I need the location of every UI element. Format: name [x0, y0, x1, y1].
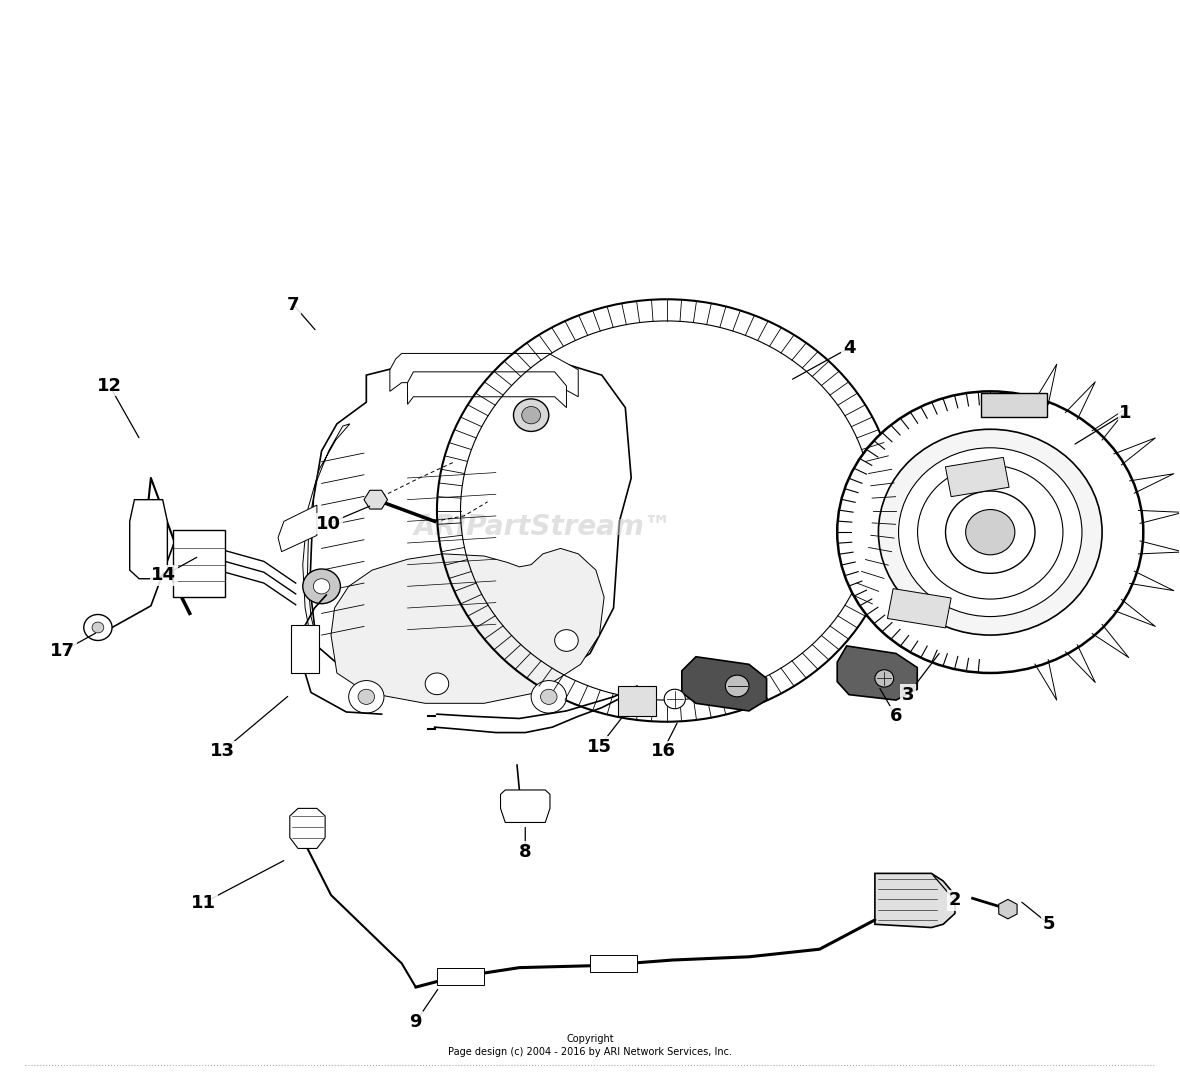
Text: 4: 4 — [843, 339, 856, 357]
Bar — [291, 626, 320, 673]
Text: ARIPartStream™: ARIPartStream™ — [414, 513, 673, 541]
Text: 13: 13 — [210, 742, 235, 760]
Text: 14: 14 — [151, 567, 176, 584]
Polygon shape — [303, 424, 349, 652]
Circle shape — [531, 681, 566, 714]
Circle shape — [965, 509, 1015, 555]
Circle shape — [664, 690, 686, 709]
Polygon shape — [998, 899, 1017, 919]
Circle shape — [838, 391, 1143, 673]
Polygon shape — [332, 548, 604, 704]
Polygon shape — [838, 646, 917, 700]
Polygon shape — [389, 353, 578, 396]
Polygon shape — [682, 657, 767, 711]
Bar — [887, 589, 951, 628]
Text: 6: 6 — [890, 707, 903, 725]
Circle shape — [898, 447, 1082, 617]
Circle shape — [726, 675, 749, 697]
Circle shape — [555, 630, 578, 652]
Text: 17: 17 — [50, 642, 76, 660]
Text: 10: 10 — [316, 515, 341, 532]
Text: 12: 12 — [97, 377, 123, 395]
Circle shape — [303, 569, 340, 604]
Bar — [982, 393, 1048, 417]
Text: 9: 9 — [409, 1013, 422, 1031]
Circle shape — [918, 465, 1063, 599]
Text: Copyright: Copyright — [566, 1034, 614, 1044]
Polygon shape — [500, 790, 550, 822]
Circle shape — [540, 690, 557, 705]
Polygon shape — [363, 490, 387, 509]
Text: 7: 7 — [287, 295, 300, 314]
Text: 1: 1 — [1120, 404, 1132, 422]
Polygon shape — [310, 358, 631, 700]
Circle shape — [878, 429, 1102, 635]
Circle shape — [92, 622, 104, 633]
Circle shape — [358, 690, 374, 705]
Circle shape — [522, 406, 540, 424]
Text: 11: 11 — [191, 894, 216, 911]
Polygon shape — [874, 873, 955, 927]
Circle shape — [314, 579, 330, 594]
Text: 3: 3 — [902, 685, 914, 704]
Circle shape — [513, 399, 549, 431]
Polygon shape — [290, 808, 326, 848]
Circle shape — [945, 491, 1035, 573]
Bar — [618, 686, 656, 717]
Bar — [173, 530, 225, 597]
Bar — [437, 968, 484, 985]
Circle shape — [425, 673, 448, 695]
Circle shape — [84, 615, 112, 641]
Bar — [945, 457, 1009, 496]
Text: 2: 2 — [949, 892, 962, 909]
Polygon shape — [130, 500, 168, 579]
Bar — [590, 955, 637, 972]
Polygon shape — [278, 505, 317, 552]
Text: 15: 15 — [586, 737, 612, 756]
Circle shape — [348, 681, 384, 714]
Text: Page design (c) 2004 - 2016 by ARI Network Services, Inc.: Page design (c) 2004 - 2016 by ARI Netwo… — [448, 1047, 732, 1057]
Text: 8: 8 — [519, 843, 531, 861]
Text: 5: 5 — [1043, 915, 1055, 933]
Text: 16: 16 — [650, 742, 675, 760]
Polygon shape — [407, 371, 566, 407]
Circle shape — [874, 670, 893, 687]
